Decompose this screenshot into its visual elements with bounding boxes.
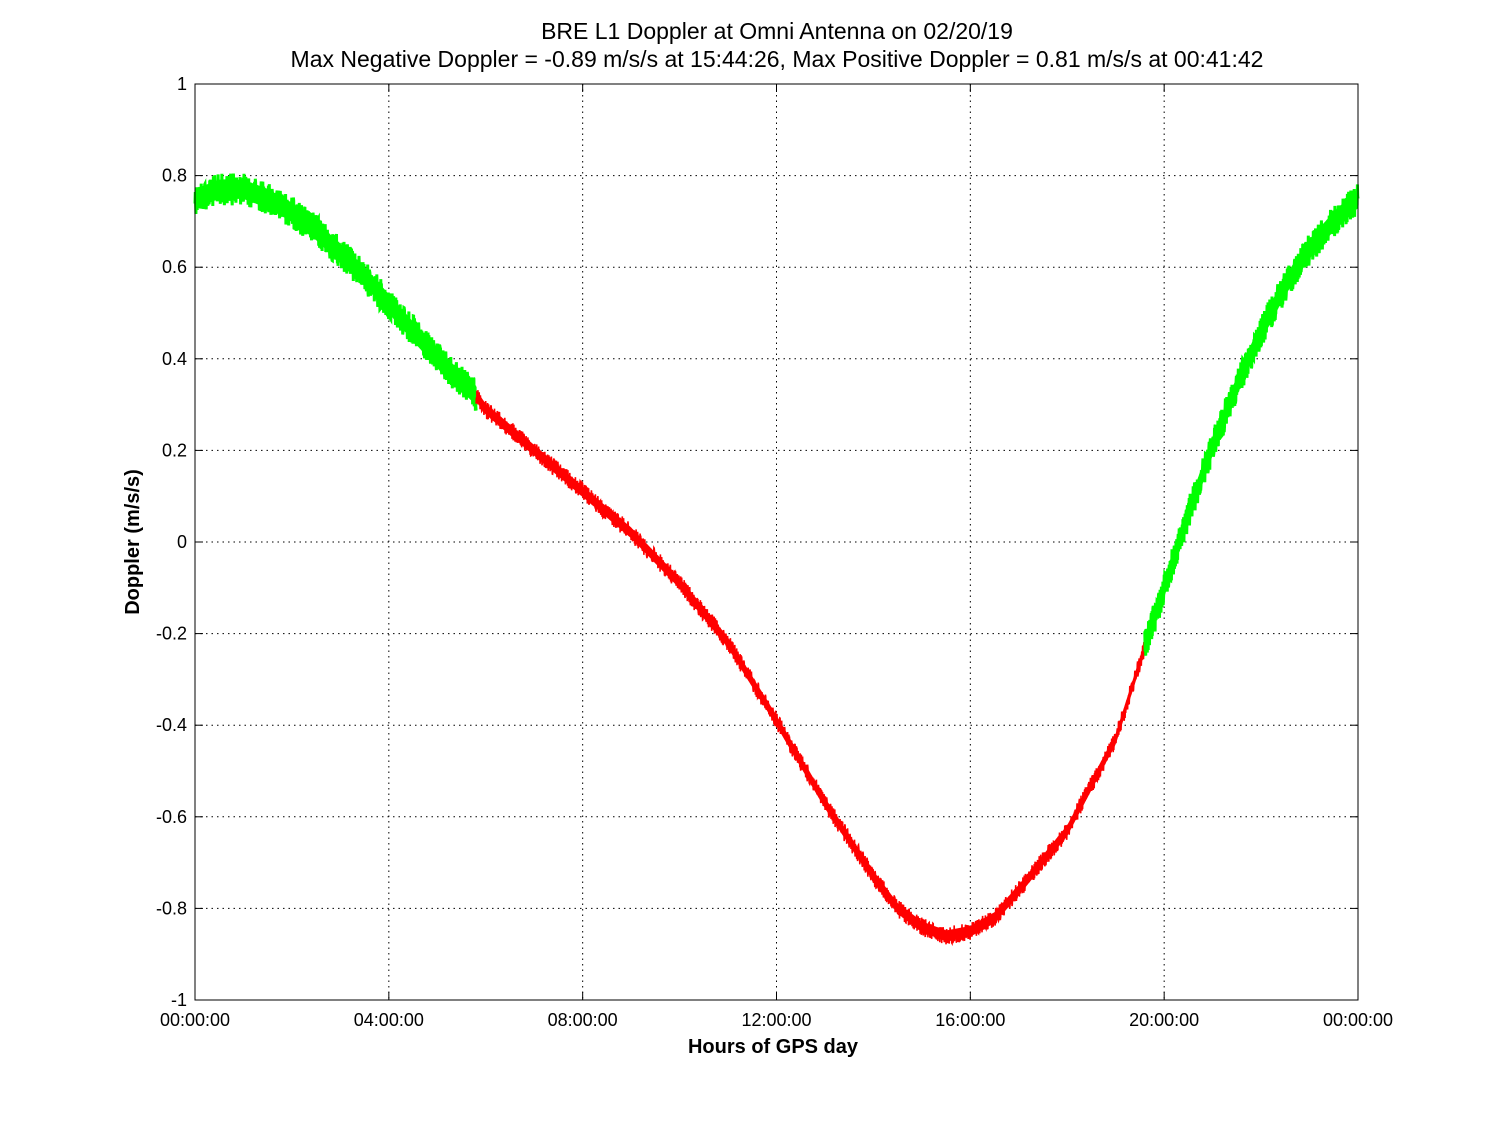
series-band-green bbox=[1144, 188, 1358, 657]
y-tick-label: -0.8 bbox=[156, 898, 187, 918]
x-tick-label: 12:00:00 bbox=[741, 1010, 811, 1030]
series-line-green bbox=[193, 173, 478, 411]
data-layer bbox=[193, 173, 1360, 947]
grid-layer bbox=[195, 84, 1358, 1000]
series-line-green bbox=[1143, 184, 1360, 656]
y-tick-label: -0.6 bbox=[156, 807, 187, 827]
x-tick-label: 16:00:00 bbox=[935, 1010, 1005, 1030]
series-band-green bbox=[195, 179, 477, 405]
x-tick-label: 08:00:00 bbox=[548, 1010, 618, 1030]
x-tick-label: 00:00:00 bbox=[160, 1010, 230, 1030]
y-tick-label: -0.2 bbox=[156, 624, 187, 644]
x-tick-label: 00:00:00 bbox=[1323, 1010, 1393, 1030]
y-tick-label: 0.6 bbox=[162, 257, 187, 277]
y-tick-label: 0.2 bbox=[162, 440, 187, 460]
y-tick-label: 0.8 bbox=[162, 166, 187, 186]
chart-subtitle: Max Negative Doppler = -0.89 m/s/s at 15… bbox=[291, 46, 1264, 72]
y-tick-label: 0 bbox=[177, 532, 187, 552]
y-axis-label: Doppler (m/s/s) bbox=[122, 469, 144, 615]
chart-title: BRE L1 Doppler at Omni Antenna on 02/20/… bbox=[541, 18, 1013, 44]
x-tick-label: 20:00:00 bbox=[1129, 1010, 1199, 1030]
y-tick-label: -0.4 bbox=[156, 715, 187, 735]
tick-layer: 00:00:00 04:00:00 08:00:00 12:00:00 16:00:00… bbox=[156, 74, 1393, 1030]
x-tick-label: 04:00:00 bbox=[354, 1010, 424, 1030]
y-tick-label: 0.4 bbox=[162, 349, 187, 369]
y-tick-label: 1 bbox=[177, 74, 187, 94]
series-line-red bbox=[475, 390, 1146, 947]
x-axis-label: Hours of GPS day bbox=[688, 1036, 859, 1058]
y-tick-label: -1 bbox=[171, 990, 187, 1010]
